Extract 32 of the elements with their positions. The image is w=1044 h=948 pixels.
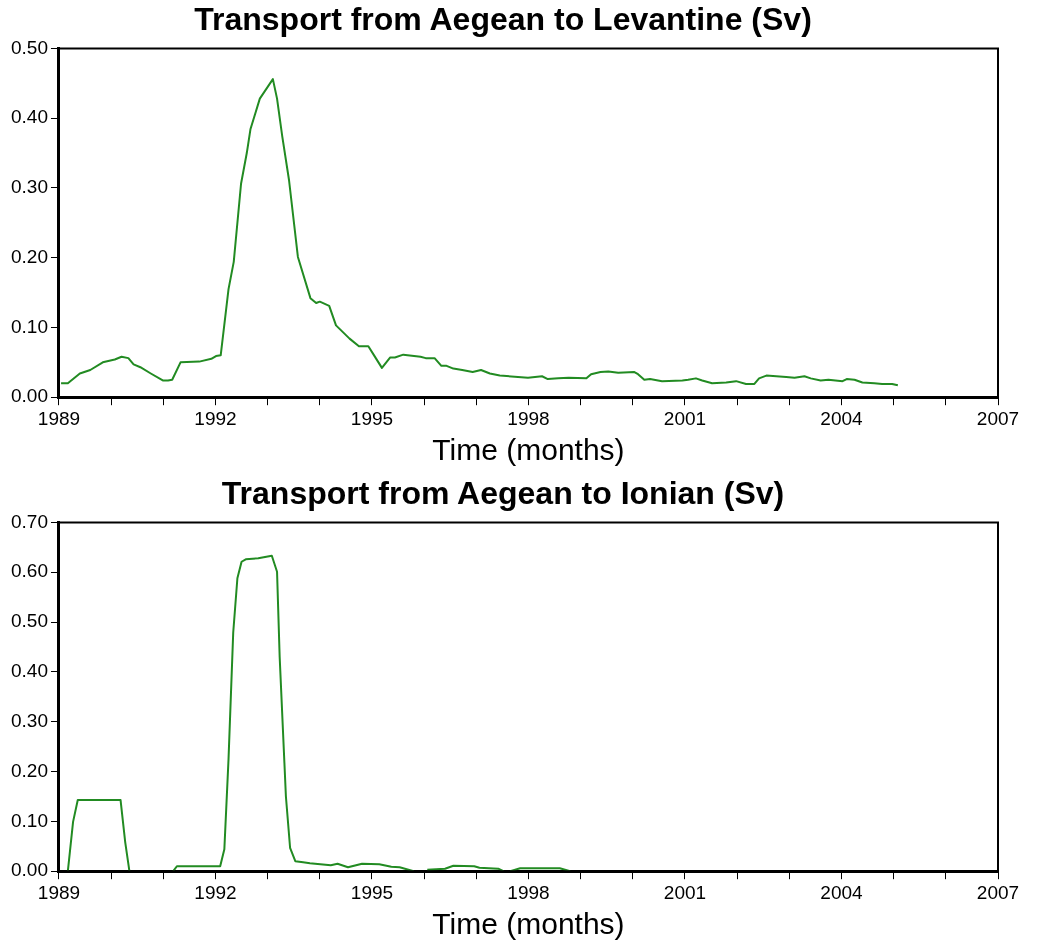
y-tick-label: 0.60: [11, 560, 48, 582]
x-tick-label: 1989: [37, 881, 81, 903]
x-tick-label: 1989: [37, 407, 81, 429]
y-tick-label: 0.20: [11, 759, 48, 781]
y-tick-label: 0.70: [11, 510, 48, 532]
y-tick-label: 0.20: [11, 245, 48, 267]
x-tick-label: 2007: [976, 881, 1020, 903]
y-tick-label: 0.50: [11, 36, 48, 58]
x-tick-label: 2001: [663, 881, 707, 903]
y-tick-label: 0.40: [11, 660, 48, 682]
x-tick-label: 1995: [350, 881, 394, 903]
x-tick-label: 2004: [820, 407, 864, 429]
chart-title: Transport from Aegean to Levantine (Sv): [194, 1, 812, 38]
x-tick-label: 1992: [194, 881, 237, 903]
x-tick-label: 1995: [350, 407, 394, 429]
y-tick-label: 0.30: [11, 709, 48, 731]
x-tick-label: 2001: [663, 407, 707, 429]
y-tick-label: 0.40: [11, 106, 48, 128]
y-tick-label: 0.10: [11, 315, 48, 337]
x-tick-label: 1992: [194, 407, 237, 429]
y-tick-label: 0.30: [11, 176, 48, 198]
x-tick-label: 2004: [820, 881, 864, 903]
y-tick-label: 0.50: [11, 610, 48, 632]
x-tick-label: 1998: [507, 407, 550, 429]
x-axis-title: Time (months): [432, 907, 625, 941]
x-tick-label: 2007: [976, 407, 1020, 429]
y-tick-label: 0.00: [11, 859, 48, 881]
y-tick-label: 0.10: [11, 809, 48, 831]
chart-title: Transport from Aegean to Ionian (Sv): [221, 475, 785, 512]
x-tick-label: 1998: [507, 881, 550, 903]
y-tick-label: 0.00: [11, 385, 48, 407]
x-axis-title: Time (months): [432, 433, 625, 467]
